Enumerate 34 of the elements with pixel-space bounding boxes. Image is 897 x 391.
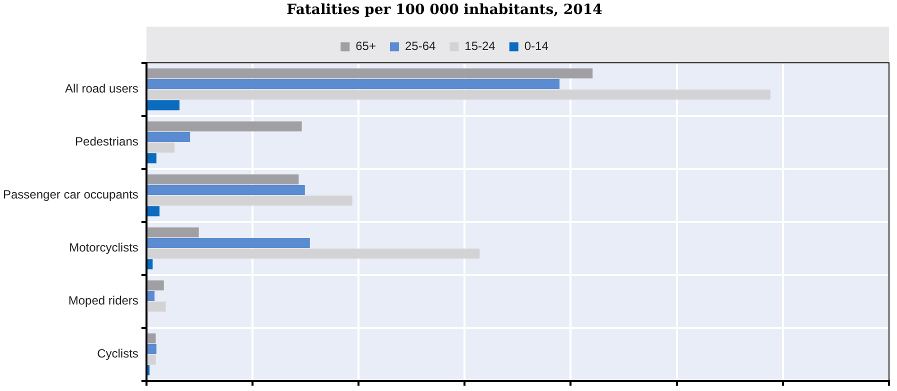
- y-tick-label: Motorcyclists: [69, 240, 138, 255]
- bar: [147, 100, 180, 110]
- bar: [147, 365, 150, 376]
- bar: [147, 302, 166, 312]
- bar: [147, 68, 593, 78]
- bar: [147, 196, 352, 206]
- legend-label: 15-24: [464, 39, 496, 54]
- y-tick-label: Cyclists: [97, 346, 138, 361]
- bar: [147, 280, 164, 290]
- y-tick-label: Moped riders: [68, 294, 138, 308]
- bar: [147, 238, 310, 248]
- bar: [147, 90, 770, 100]
- legend-label: 65+: [356, 39, 376, 54]
- bar: [147, 78, 560, 90]
- bar: [147, 153, 156, 164]
- bar: [147, 227, 199, 238]
- bar: [147, 354, 156, 365]
- legend-label: 0-14: [524, 39, 549, 54]
- y-tick-label: All road users: [65, 82, 138, 96]
- bar: [147, 344, 156, 354]
- chart-title: Fatalities per 100 000 inhabitants, 2014: [286, 2, 603, 18]
- bar: [147, 290, 155, 302]
- bar: [147, 184, 305, 196]
- bar: [147, 142, 174, 153]
- bar: [147, 333, 156, 344]
- bar: [147, 248, 480, 259]
- legend-label: 25-64: [404, 39, 436, 54]
- bar: [147, 259, 153, 270]
- y-tick-label: Passenger car occupants: [2, 188, 138, 202]
- bar: [147, 121, 302, 132]
- bar: [147, 132, 190, 142]
- y-tick-label: Pedestrians: [75, 134, 138, 149]
- bar: [147, 206, 160, 216]
- bar: [147, 174, 299, 184]
